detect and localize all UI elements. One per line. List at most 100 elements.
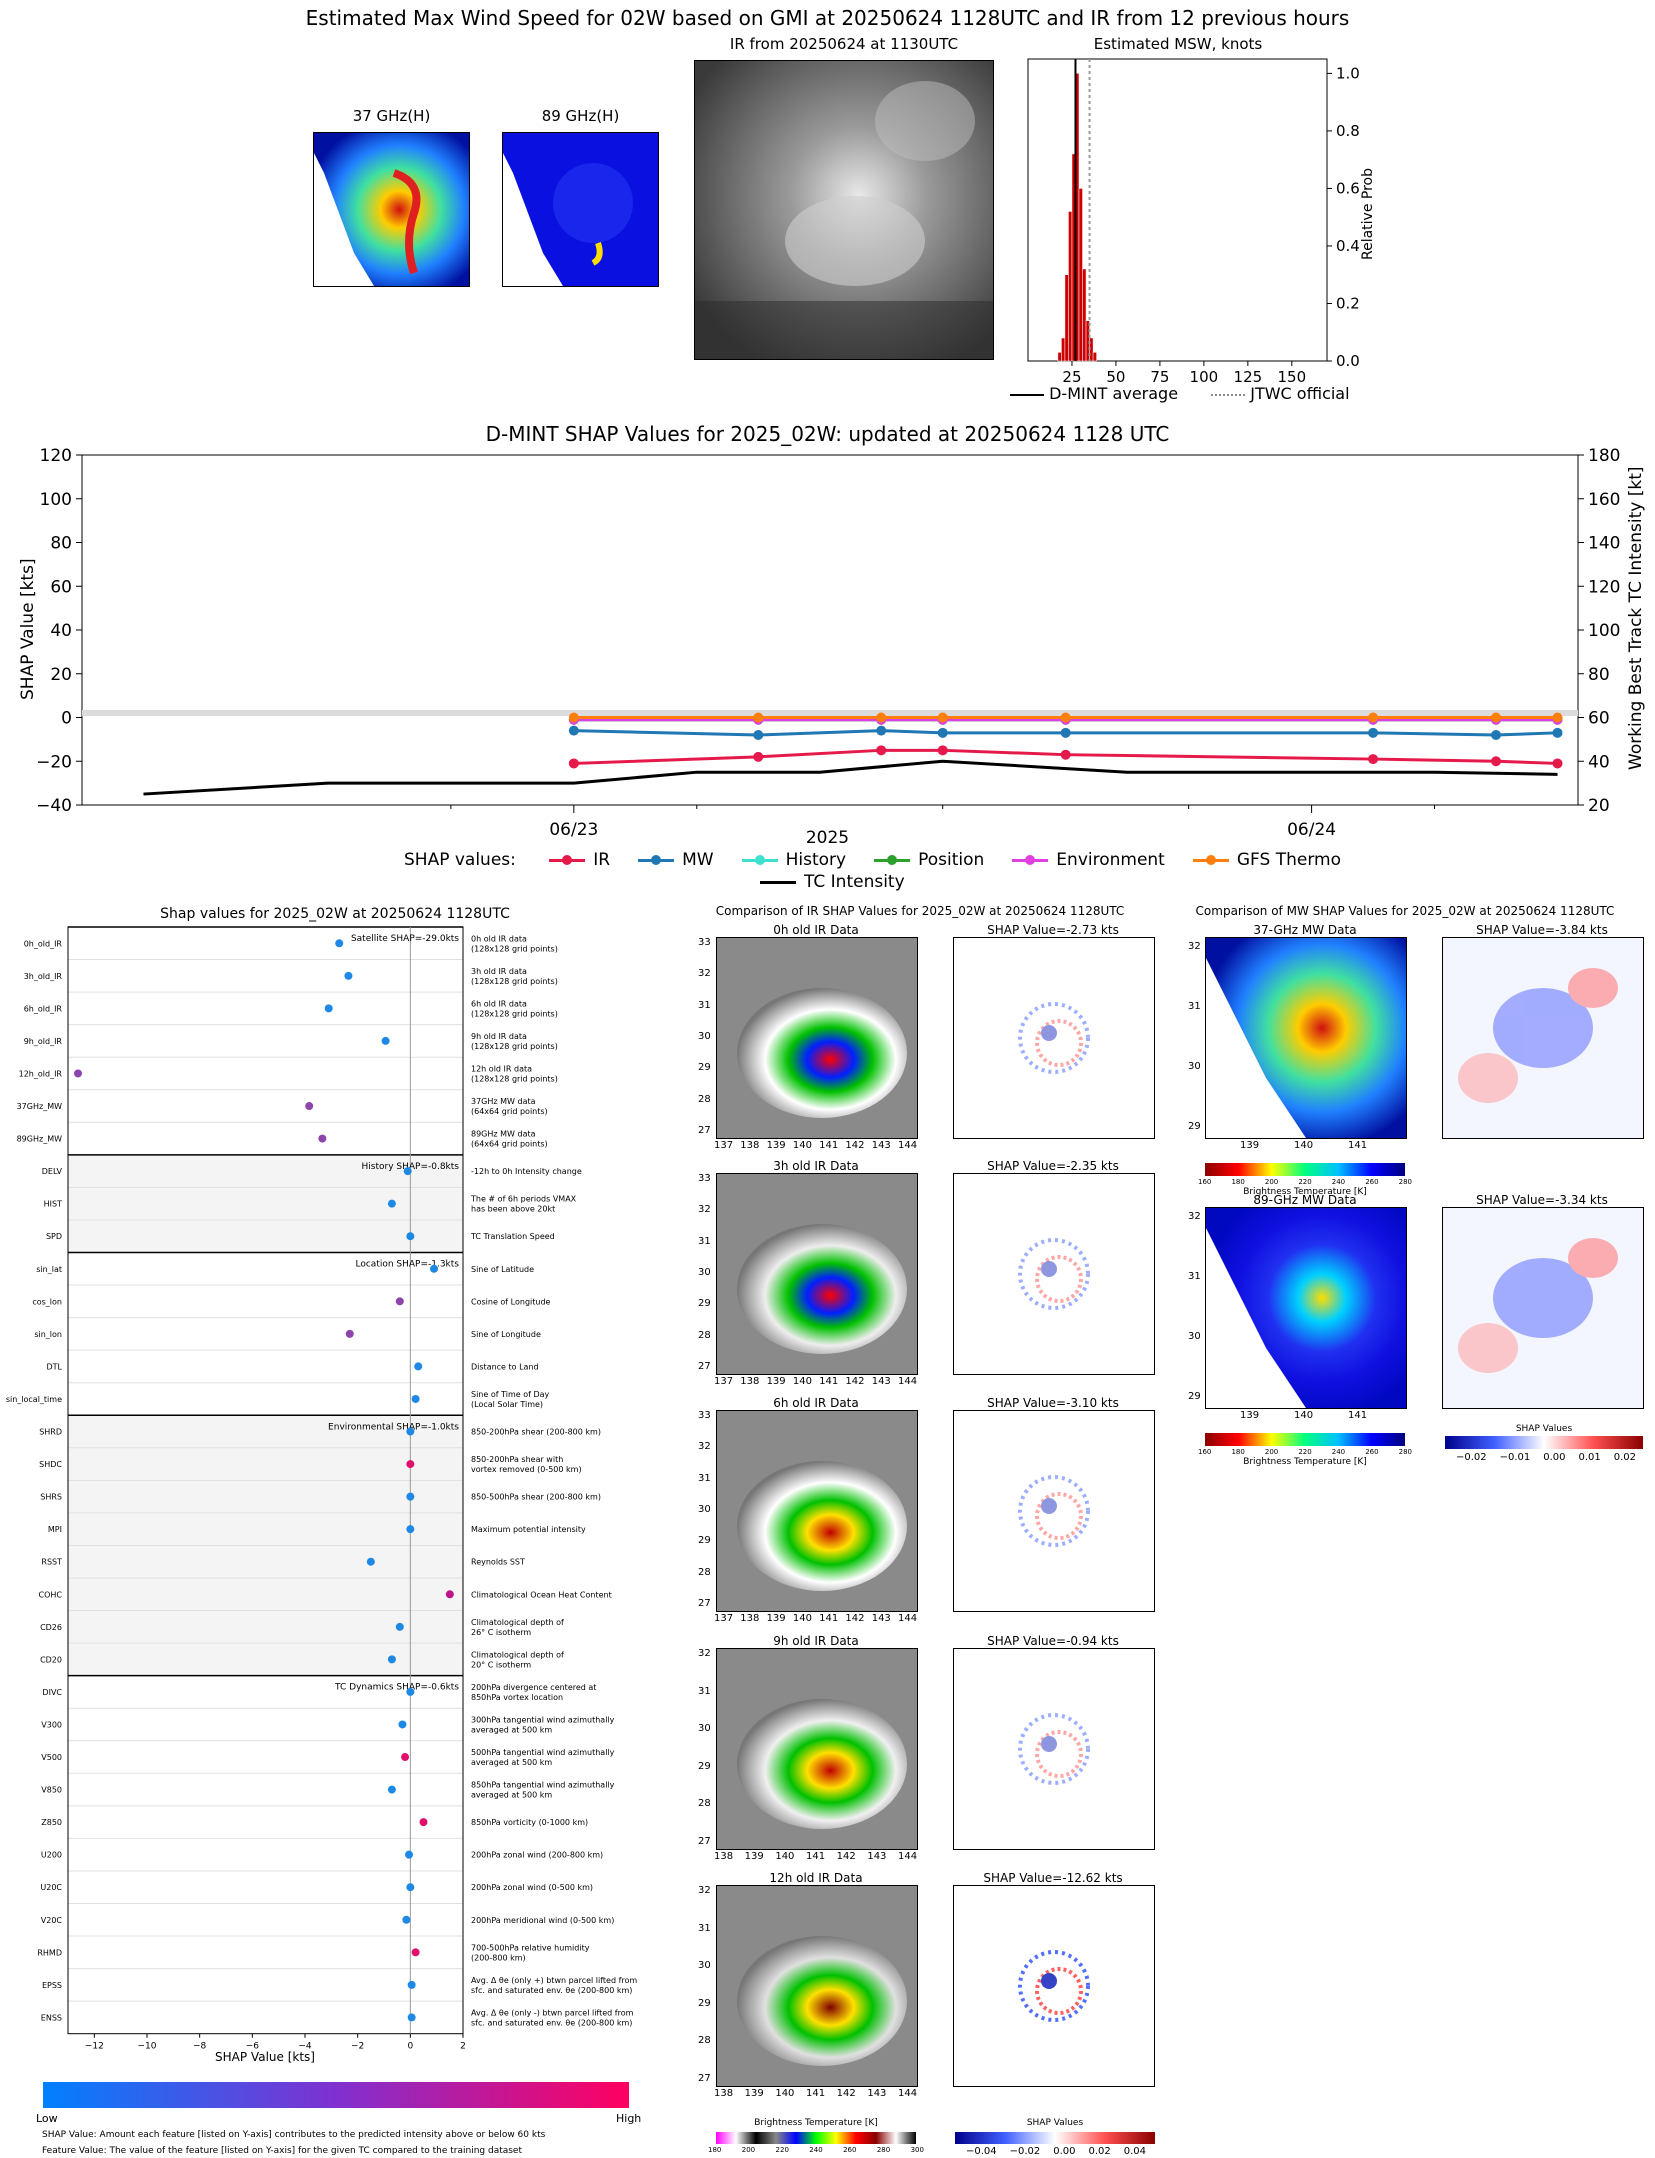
shap-feature-point (387, 1785, 396, 1794)
mw-row-label: 37-GHz MW Data (1253, 923, 1357, 937)
mw-row-label: 89-GHz MW Data (1253, 1193, 1357, 1207)
ir-ytick-label: 31 (698, 1235, 711, 1247)
mw-sv-tick: −0.01 (1499, 1452, 1531, 1463)
shap-feature-point (403, 1167, 412, 1176)
ir-shap-label: SHAP Value=-12.62 kts (983, 1871, 1123, 1885)
ir-xtick-label: 137 (714, 1613, 734, 1624)
main-title: Estimated Max Wind Speed for 02W based o… (305, 6, 1350, 30)
ir-ytick-label: 32 (698, 1441, 711, 1453)
ts-point (1491, 730, 1502, 740)
shap-feature-name: CD26 (40, 1623, 62, 1632)
ir-bt-tick: 240 (809, 2146, 823, 2154)
shap-bar-title: Shap values for 2025_02W at 20250624 112… (160, 906, 510, 922)
ir-shap-label: SHAP Value=-3.10 kts (987, 1396, 1119, 1410)
shap-feature-desc: Sine of Time of Day (471, 1390, 550, 1399)
ir-bt-tick: 300 (910, 2146, 924, 2154)
shap-feature-point (406, 1525, 415, 1534)
ts-point (1491, 756, 1502, 767)
ts-legend: SHAP values: IR MW History Position Environm… (404, 850, 1341, 892)
mw-bt-tick: 160 (1198, 1178, 1212, 1186)
ir-xtick-label: 140 (775, 1851, 795, 1862)
ir-ytick-label: 29 (698, 1298, 711, 1310)
shap-feature-name: V20C (41, 1916, 63, 1925)
ir-ytick-label: 28 (698, 1329, 711, 1341)
ts-ytick-right-label: 80 (1588, 665, 1610, 685)
mw-ytick-label: 31 (1188, 1271, 1201, 1282)
ir-ytick-label: 27 (698, 1598, 711, 1609)
ts-xtick-label: 06/23 (549, 820, 598, 840)
ir-xtick-label: 144 (898, 1851, 918, 1862)
ir-ytick-label: 30 (698, 1267, 711, 1278)
ir-image (716, 1410, 918, 1612)
ir-image (716, 1885, 918, 2087)
shap-xtick-label: −8 (193, 2042, 207, 2052)
mw-sv-tick: 0.00 (1543, 1452, 1566, 1463)
shap-feature-point (406, 1427, 415, 1436)
ts-xtick-label: 06/24 (1287, 820, 1336, 840)
ts-point (753, 730, 764, 740)
mw-xtick-label: 141 (1348, 1410, 1368, 1421)
legend-line-icon (760, 880, 796, 884)
mw-bt-tick: 280 (1398, 1178, 1412, 1186)
ir-sv-tick: 0.02 (1088, 2146, 1111, 2157)
shap-feature-name: Z850 (41, 1818, 62, 1827)
msw-ytick-label: 0.8 (1336, 122, 1360, 140)
ir-bt-tick: 280 (876, 2146, 891, 2154)
shap-feature-desc: 850-200hPa shear (200-800 km) (471, 1428, 601, 1437)
ir-sv-ticks: −0.04 −0.02 0.00 0.02 0.04 (966, 2146, 1146, 2157)
ir-bt-colorbar (716, 2132, 916, 2144)
mw-image (1205, 1207, 1407, 1409)
shap-feature-desc: (128x128 grid points) (471, 977, 558, 986)
msw-xtick-label: 50 (1106, 368, 1125, 386)
shap-feature-desc: 850-500hPa shear (200-800 km) (471, 1493, 601, 1502)
ir-shap-label: SHAP Value=-0.94 kts (987, 1634, 1119, 1648)
shap-feature-name: V850 (41, 1786, 62, 1795)
panel-ir-image (694, 60, 994, 360)
ts-ytick-right-label: 40 (1588, 752, 1610, 772)
shap-feature-desc: (Local Solar Time) (471, 1400, 543, 1409)
msw-histogram: 25 50 75 100 125 150 0.0 0.2 0.4 0.6 0.8 1.0 (1027, 58, 1360, 386)
shap-feature-desc: Sine of Latitude (471, 1265, 534, 1274)
ir-ytick-label: 28 (698, 1566, 711, 1578)
ts-point (1552, 712, 1563, 723)
shap-feature-desc: 850hPa tangential wind azimuthally (471, 1781, 615, 1790)
ts-point (1552, 758, 1563, 769)
ir-xtick-label: 138 (714, 2088, 734, 2099)
ir-xtick-label: 139 (744, 2088, 764, 2099)
ir-ytick-label: 29 (698, 1760, 711, 1772)
ts-ytick-left-label: 40 (50, 621, 72, 641)
ir-ytick-label: 30 (698, 1031, 711, 1042)
shap-feature-name: RHMD (37, 1948, 62, 1957)
shap-feature-point (398, 1720, 407, 1729)
shap-feature-point (406, 1232, 415, 1241)
shap-feature-desc: Sine of Longitude (471, 1330, 541, 1339)
shap-feature-name: sin_local_time (6, 1395, 62, 1404)
shap-feature-name: DTL (46, 1362, 62, 1371)
msw-ytick-label: 0.2 (1336, 294, 1360, 312)
ts-legend-label: Position (918, 850, 985, 870)
shap-feature-name: sin_lon (34, 1330, 62, 1339)
shap-xtick-label: −2 (351, 2042, 364, 2052)
shap-feature-desc: 20° C isotherm (471, 1660, 531, 1669)
ir-shap-image (953, 1648, 1155, 1850)
ir-bt-label: Brightness Temperature [K] (754, 2118, 878, 2128)
mw-image (1205, 937, 1407, 1139)
mw-bt-tick: 160 (1198, 1448, 1212, 1456)
ts-legend-title: SHAP values: (404, 850, 516, 870)
ir-xtick-label: 138 (740, 1140, 760, 1151)
shap-ts-title: D-MINT SHAP Values for 2025_02W: updated… (485, 422, 1170, 446)
shap-feature-name: U200 (41, 1851, 62, 1860)
ir-xtick-label: 142 (845, 1376, 865, 1387)
mw-bt-tick: 220 (1298, 1448, 1312, 1456)
ir-ytick-label: 27 (698, 1361, 711, 1372)
ir-sv-tick: 0.00 (1053, 2146, 1076, 2157)
ir-xtick-label: 140 (775, 2088, 795, 2099)
ts-legend-item: Environment (1012, 850, 1165, 870)
msw-legend: D-MINT average JTWC official (1010, 384, 1350, 403)
ts-zero-band (82, 710, 1578, 716)
shap-feature-name: CD20 (40, 1655, 62, 1664)
shap-feature-point (387, 1655, 396, 1664)
ir-row-label: 0h old IR Data (773, 923, 859, 937)
mw-ytick-label: 32 (1188, 1211, 1201, 1222)
ts-point (1060, 712, 1071, 723)
